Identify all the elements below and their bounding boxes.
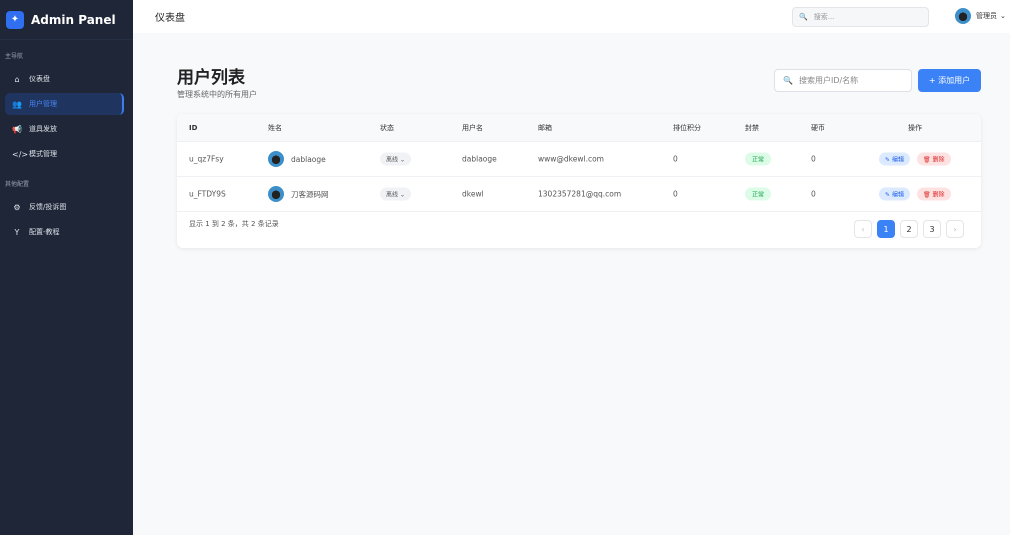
trash-icon: 🗑 (922, 156, 931, 164)
delete-label: 删除 (932, 156, 945, 164)
col-username: 用户名 (462, 123, 483, 132)
cell-actions: ✎ 编辑 🗑 删除 (879, 187, 958, 201)
pencil-icon: ✎ (885, 156, 891, 164)
col-status: 状态 (380, 123, 394, 132)
search-icon: 🔍 (799, 13, 808, 21)
name-text: 刀客源码网 (291, 189, 329, 199)
cell-email: 1302357281@qq.com (538, 189, 622, 199)
table-row: u_FTDY9S 刀客源码网 离线 ⌄ dkewl 1302357281@qq.… (177, 177, 981, 212)
code-icon: </> (12, 149, 29, 159)
avatar (955, 8, 971, 24)
cell-rank: 0 (673, 154, 678, 164)
status-select[interactable]: 离线 ⌄ (380, 152, 411, 166)
col-name: 姓名 (268, 123, 282, 132)
edit-label: 编辑 (891, 156, 904, 164)
chevron-down-icon: ⌄ (399, 156, 405, 164)
cell-coins: 0 (811, 189, 816, 199)
sidebar-item-label: 道具发放 (29, 125, 57, 133)
brand-name: Admin Panel (31, 12, 116, 27)
sidebar-item-label: 仪表盘 (29, 75, 50, 83)
table-row: u_qz7Fsy dablaoge 离线 ⌄ dablaoge www@dkew… (177, 142, 981, 177)
page-button[interactable]: 1 (877, 220, 895, 238)
user-search-input[interactable]: 🔍 搜索用户ID/名称 (774, 69, 912, 92)
sidebar: ✦ Admin Panel 主导航 ⌂ 仪表盘 👥 用户管理 📢 道具发放 </> 模式管… (0, 0, 133, 535)
pagination-info: 显示 1 到 2 条，共 2 条记录 (189, 220, 279, 228)
delete-label: 删除 (932, 191, 945, 199)
cell-id: u_qz7Fsy (189, 154, 224, 164)
col-ban: 封禁 (745, 123, 759, 132)
cell-name: dablaoge (268, 151, 326, 167)
brand[interactable]: ✦ Admin Panel (0, 0, 133, 40)
chevron-down-icon: ⌄ (399, 191, 405, 199)
chevron-down-icon: ⌄ (1000, 12, 1006, 20)
col-actions: 操作 (908, 123, 922, 132)
user-name: 管理员 (976, 12, 997, 20)
compass-icon: ✦ (6, 10, 24, 29)
delete-button[interactable]: 🗑 删除 (916, 152, 951, 166)
table-header: ID 姓名 状态 用户名 邮箱 排位积分 封禁 硬币 操作 (177, 114, 981, 142)
col-coins: 硬币 (811, 123, 825, 132)
sidebar-item-dashboard[interactable]: ⌂ 仪表盘 (5, 68, 124, 90)
status-badge: 正常 (745, 187, 772, 201)
cell-coins: 0 (811, 154, 816, 164)
sidebar-item-label: 配置-教程 (29, 228, 60, 236)
section-title: 主导航 (5, 53, 24, 60)
avatar (268, 151, 284, 167)
home-icon: ⌂ (14, 74, 20, 84)
megaphone-icon: 📢 (12, 124, 22, 134)
section-title: 其他配置 (5, 181, 30, 188)
page-subtitle: 管理系统中的所有用户 (177, 90, 257, 99)
sidebar-item-items[interactable]: 📢 道具发放 (5, 118, 124, 140)
status-value: 离线 (386, 191, 399, 199)
user-menu[interactable]: 管理员 ⌄ (955, 8, 1006, 24)
cell-username: dkewl (462, 189, 484, 199)
name-text: dablaoge (291, 154, 326, 164)
search-placeholder: 搜索... (813, 13, 835, 21)
topbar: 仪表盘 🔍 搜索... 管理员 ⌄ (133, 0, 1010, 33)
users-table: ID 姓名 状态 用户名 邮箱 排位积分 封禁 硬币 操作 u_qz7Fsy d… (177, 114, 981, 248)
edit-button[interactable]: ✎ 编辑 (879, 152, 910, 166)
cell-rank: 0 (673, 189, 678, 199)
sidebar-item-modes[interactable]: </> 模式管理 (5, 143, 124, 165)
sidebar-item-feedback[interactable]: ⚙ 反馈/投诉图 (5, 196, 124, 218)
avatar (268, 186, 284, 202)
search-placeholder: 搜索用户ID/名称 (798, 76, 859, 85)
sidebar-item-label: 用户管理 (29, 100, 57, 108)
sidebar-item-users[interactable]: 👥 用户管理 (5, 93, 124, 115)
sidebar-item-label: 模式管理 (29, 150, 57, 158)
pagination: ‹ 1 2 3 › (854, 220, 964, 238)
top-title: 仪表盘 (155, 13, 185, 24)
page-button[interactable]: 2 (900, 220, 918, 238)
col-id: ID (189, 123, 198, 132)
col-rank: 排位积分 (673, 123, 701, 132)
cell-actions: ✎ 编辑 🗑 删除 (879, 152, 958, 166)
pencil-icon: ✎ (885, 191, 891, 199)
page-title: 用户列表 (177, 68, 245, 88)
sidebar-item-config[interactable]: Y 配置-教程 (5, 221, 124, 243)
cell-id: u_FTDY9S (189, 189, 226, 199)
page-button[interactable]: 3 (923, 220, 941, 238)
edit-label: 编辑 (891, 191, 904, 199)
prev-page-button[interactable]: ‹ (854, 220, 872, 238)
trash-icon: 🗑 (922, 191, 931, 199)
sidebar-item-label: 反馈/投诉图 (29, 203, 67, 211)
col-email: 邮箱 (538, 123, 552, 132)
cell-name: 刀客源码网 (268, 186, 329, 202)
gear-icon: ⚙ (13, 202, 21, 212)
edit-button[interactable]: ✎ 编辑 (879, 187, 910, 201)
branch-icon: Y (14, 227, 20, 237)
cell-username: dablaoge (462, 154, 497, 164)
status-select[interactable]: 离线 ⌄ (380, 187, 411, 201)
cell-email: www@dkewl.com (538, 154, 604, 164)
status-badge: 正常 (745, 152, 772, 166)
global-search-input[interactable]: 🔍 搜索... (792, 7, 929, 27)
users-icon: 👥 (12, 99, 22, 109)
next-page-button[interactable]: › (946, 220, 964, 238)
status-value: 离线 (386, 156, 399, 164)
cell-ban: 正常 (745, 152, 772, 166)
delete-button[interactable]: 🗑 删除 (916, 187, 951, 201)
cell-ban: 正常 (745, 187, 772, 201)
add-user-button[interactable]: + 添加用户 (918, 69, 981, 92)
search-icon: 🔍 (783, 76, 793, 85)
